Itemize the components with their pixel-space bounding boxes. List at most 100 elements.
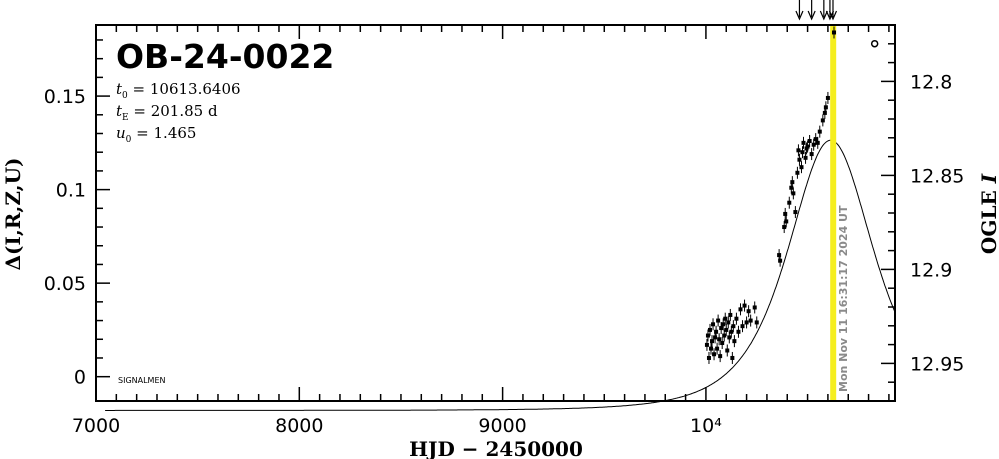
data-point — [803, 155, 808, 160]
data-point — [748, 318, 753, 323]
data-point — [732, 339, 737, 344]
x-axis-title: HJD − 2450000 — [409, 437, 583, 459]
param-tE: tE = 201.85 d — [116, 102, 218, 123]
data-point — [777, 253, 782, 258]
y-axis-title-right: OGLE I — [977, 173, 999, 254]
data-point — [778, 258, 783, 263]
data-point — [727, 335, 732, 340]
y-axis-title-left: Δ(I,R,Z,U) — [1, 158, 25, 271]
data-point — [801, 140, 806, 145]
y-left-tick-label: 0.05 — [44, 273, 86, 295]
y-right-tick-label: 12.85 — [910, 165, 964, 187]
data-point — [736, 329, 741, 334]
data-point — [820, 118, 825, 123]
data-point — [832, 30, 837, 35]
x-tick-label: 8000 — [275, 415, 323, 437]
data-point — [784, 219, 789, 224]
data-point — [746, 309, 751, 314]
data-point — [730, 355, 735, 360]
data-point — [734, 316, 739, 321]
data-point — [717, 337, 722, 342]
annotation-signalmen: SIGNALMEN — [118, 376, 166, 385]
x-tick-label: 7000 — [72, 415, 120, 437]
arrow-head — [819, 10, 828, 21]
model-layer — [105, 139, 896, 411]
data-point — [704, 342, 709, 347]
arrows-layer — [795, 0, 838, 21]
x-tick-label: 9000 — [478, 415, 526, 437]
data-point — [823, 105, 828, 110]
current-time-band — [830, 26, 837, 400]
data-point — [813, 137, 818, 142]
data-point — [716, 318, 721, 323]
data-point — [796, 148, 801, 153]
points-layer — [704, 26, 879, 364]
data-point — [783, 211, 788, 216]
data-point — [728, 312, 733, 317]
data-point — [811, 142, 816, 147]
data-point — [805, 144, 810, 149]
y-left-tick-label: 0 — [74, 367, 86, 389]
current-time-label: Mon Nov 11 16:31:17 2024 UT — [837, 205, 850, 392]
x-tick-label: 10⁴ — [690, 415, 722, 437]
data-point — [795, 170, 800, 175]
data-point — [825, 95, 830, 100]
data-point — [752, 305, 757, 310]
arrow-head — [828, 10, 838, 21]
data-point — [706, 355, 711, 360]
data-point — [822, 110, 827, 115]
data-point — [709, 346, 714, 351]
data-point — [793, 210, 798, 215]
arrow-head — [807, 10, 816, 21]
y-right-tick-label: 12.95 — [910, 353, 964, 375]
y-right-tick-label: 12.8 — [910, 71, 952, 93]
data-point — [787, 200, 792, 205]
outlier-point — [870, 39, 879, 48]
data-point — [790, 180, 795, 185]
data-point — [714, 329, 719, 334]
data-point — [719, 326, 724, 331]
data-point — [789, 185, 794, 190]
data-point — [705, 333, 710, 338]
data-point — [791, 191, 796, 196]
data-point — [809, 152, 814, 157]
data-point — [800, 150, 805, 155]
data-point — [715, 346, 720, 351]
data-point — [722, 333, 727, 338]
data-point — [729, 329, 734, 334]
data-point — [711, 322, 716, 327]
arrow-head — [795, 10, 804, 21]
data-point — [742, 303, 747, 308]
y-right-tick-label: 12.9 — [910, 259, 952, 281]
data-point — [725, 348, 730, 353]
data-point — [723, 316, 728, 321]
param-u0: u0 = 1.465 — [116, 124, 196, 145]
model-curve — [105, 139, 896, 411]
data-point — [724, 327, 729, 332]
data-point — [731, 324, 736, 329]
data-point — [815, 140, 820, 145]
data-point — [721, 322, 726, 327]
event-title: OB-24-0022 — [116, 37, 334, 76]
data-point — [740, 324, 745, 329]
data-point — [744, 320, 749, 325]
data-point — [807, 138, 812, 143]
data-point — [799, 165, 804, 170]
data-point — [718, 354, 723, 359]
data-point — [797, 157, 802, 162]
data-point — [712, 352, 717, 357]
data-point — [754, 320, 759, 325]
data-point — [713, 335, 718, 340]
param-t0: t0 = 10613.6406 — [116, 80, 241, 101]
y-left-tick-label: 0.15 — [44, 86, 86, 108]
y-left-tick-label: 0.1 — [56, 180, 86, 202]
ticks-layer: 7000 8000 9000 10⁴ 0 0.05 0.1 0.15 12.8 12.85 12.9… — [44, 24, 964, 437]
arrow-head — [825, 10, 834, 21]
data-point — [720, 341, 725, 346]
data-point — [738, 307, 743, 312]
data-point — [782, 225, 787, 230]
data-point — [710, 339, 715, 344]
data-point — [707, 327, 712, 332]
data-point — [817, 129, 822, 134]
